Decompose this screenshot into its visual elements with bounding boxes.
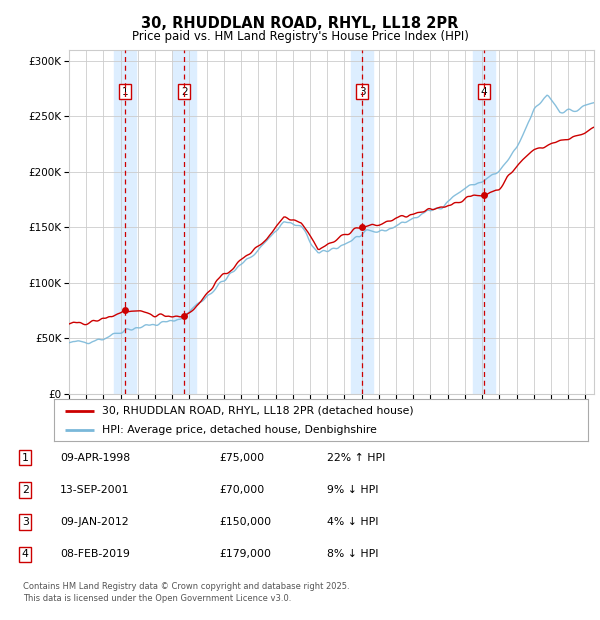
Text: 9% ↓ HPI: 9% ↓ HPI <box>327 485 379 495</box>
Text: HPI: Average price, detached house, Denbighshire: HPI: Average price, detached house, Denb… <box>102 425 377 435</box>
Text: Contains HM Land Registry data © Crown copyright and database right 2025.
This d: Contains HM Land Registry data © Crown c… <box>23 582 349 603</box>
Text: 4: 4 <box>22 549 29 559</box>
Text: 1: 1 <box>122 87 128 97</box>
Text: £179,000: £179,000 <box>219 549 271 559</box>
Text: 09-JAN-2012: 09-JAN-2012 <box>60 517 128 527</box>
Bar <box>351 50 373 394</box>
Text: 2: 2 <box>22 485 29 495</box>
Text: 30, RHUDDLAN ROAD, RHYL, LL18 2PR (detached house): 30, RHUDDLAN ROAD, RHYL, LL18 2PR (detac… <box>102 405 413 415</box>
Text: 8% ↓ HPI: 8% ↓ HPI <box>327 549 379 559</box>
Text: 13-SEP-2001: 13-SEP-2001 <box>60 485 130 495</box>
Text: Price paid vs. HM Land Registry's House Price Index (HPI): Price paid vs. HM Land Registry's House … <box>131 30 469 43</box>
Text: 3: 3 <box>22 517 29 527</box>
Text: £75,000: £75,000 <box>219 453 264 463</box>
Text: 2: 2 <box>181 87 188 97</box>
Bar <box>114 50 136 394</box>
Text: 1: 1 <box>22 453 29 463</box>
Text: 09-APR-1998: 09-APR-1998 <box>60 453 130 463</box>
Text: 08-FEB-2019: 08-FEB-2019 <box>60 549 130 559</box>
Text: 4% ↓ HPI: 4% ↓ HPI <box>327 517 379 527</box>
Text: 22% ↑ HPI: 22% ↑ HPI <box>327 453 385 463</box>
Text: £150,000: £150,000 <box>219 517 271 527</box>
Text: 3: 3 <box>359 87 365 97</box>
Text: 4: 4 <box>481 87 487 97</box>
Bar <box>173 50 196 394</box>
Bar <box>473 50 495 394</box>
Text: 30, RHUDDLAN ROAD, RHYL, LL18 2PR: 30, RHUDDLAN ROAD, RHYL, LL18 2PR <box>142 16 458 30</box>
Text: £70,000: £70,000 <box>219 485 264 495</box>
